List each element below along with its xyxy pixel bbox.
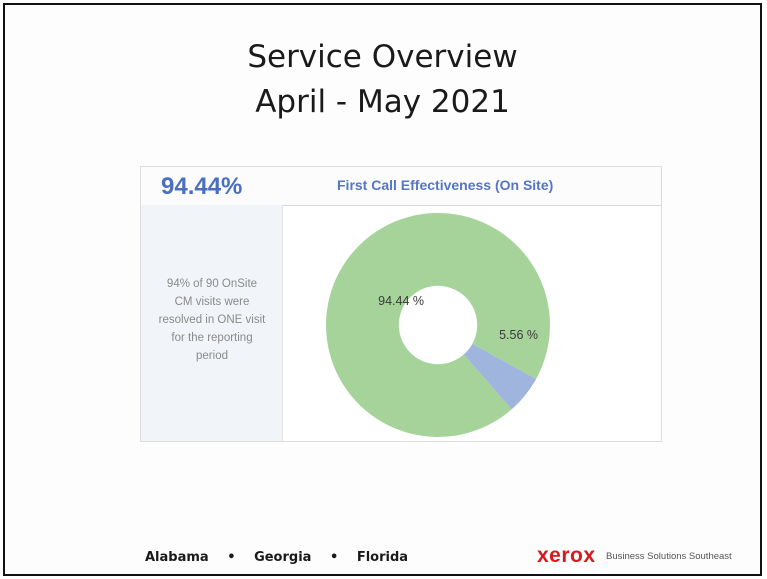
separator-dot: • xyxy=(329,550,339,565)
slice-label: 94.44 % xyxy=(378,294,424,308)
summary-line: for the reporting xyxy=(171,332,253,344)
panel-header: 94.44% First Call Effectiveness (On Site… xyxy=(141,167,661,206)
donut-slice xyxy=(326,213,550,438)
title-line-2: April - May 2021 xyxy=(255,84,510,120)
donut-chart: 94.44 % 5.56 % xyxy=(326,213,550,438)
title-line-1: Service Overview xyxy=(247,39,518,75)
summary-line: CM visits were xyxy=(174,296,250,308)
summary-line: 94% of 90 OnSite xyxy=(166,278,258,290)
summary-text: 94% of 90 OnSite CM visits were resolved… xyxy=(141,275,283,365)
footer-states: Alabama • Georgia • Florida xyxy=(145,550,408,565)
summary-box: 94% of 90 OnSite CM visits were resolved… xyxy=(141,205,283,441)
chart-title: First Call Effectiveness (On Site) xyxy=(337,177,554,193)
brand-tagline: Business Solutions Southeast xyxy=(606,551,732,562)
state-florida: Florida xyxy=(356,550,409,565)
kpi-panel: 94.44% First Call Effectiveness (On Site… xyxy=(140,166,662,442)
state-alabama: Alabama xyxy=(145,550,209,565)
brand: xerox Business Solutions Southeast xyxy=(537,544,732,568)
xerox-logo: xerox xyxy=(537,544,596,567)
separator-dot: • xyxy=(227,550,236,565)
kpi-value: 94.44% xyxy=(161,173,243,200)
slide-title: Service Overview April - May 2021 xyxy=(5,35,760,125)
summary-line: resolved in ONE visit xyxy=(158,314,266,326)
slice-label: 5.56 % xyxy=(499,328,538,342)
state-georgia: Georgia xyxy=(254,550,312,565)
summary-line: period xyxy=(196,350,228,362)
donut-slice xyxy=(463,343,537,410)
